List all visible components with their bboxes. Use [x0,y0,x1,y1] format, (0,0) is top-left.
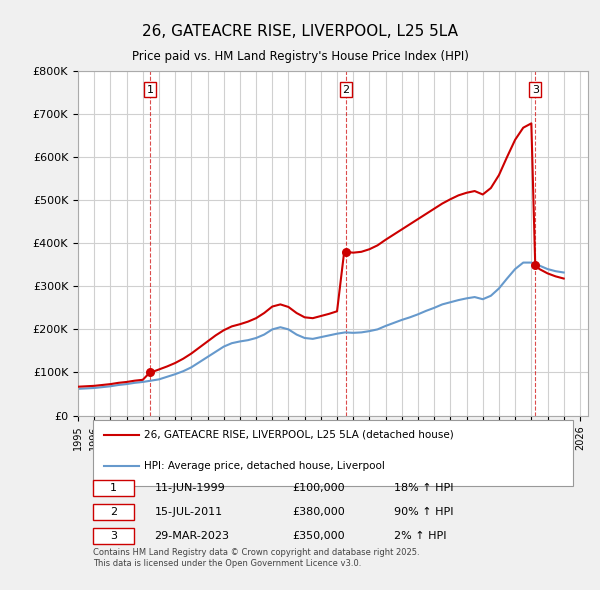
Text: 1: 1 [146,84,154,94]
Text: Price paid vs. HM Land Registry's House Price Index (HPI): Price paid vs. HM Land Registry's House … [131,50,469,63]
FancyBboxPatch shape [94,529,134,544]
Text: £380,000: £380,000 [292,507,345,517]
Point [530,260,540,270]
Point [145,368,155,377]
Text: 1: 1 [110,483,117,493]
Text: 3: 3 [532,84,539,94]
Text: 11-JUN-1999: 11-JUN-1999 [155,483,225,493]
Text: 18% ↑ HPI: 18% ↑ HPI [394,483,454,493]
FancyBboxPatch shape [94,480,134,496]
Text: 2% ↑ HPI: 2% ↑ HPI [394,531,446,541]
Point [341,247,350,257]
FancyBboxPatch shape [94,420,573,486]
Text: £100,000: £100,000 [292,483,345,493]
Text: 2: 2 [342,84,349,94]
Text: 90% ↑ HPI: 90% ↑ HPI [394,507,454,517]
Text: 3: 3 [110,531,117,541]
Text: 26, GATEACRE RISE, LIVERPOOL, L25 5LA: 26, GATEACRE RISE, LIVERPOOL, L25 5LA [142,24,458,38]
Text: £350,000: £350,000 [292,531,345,541]
FancyBboxPatch shape [94,504,134,520]
Text: 2: 2 [110,507,117,517]
Text: HPI: Average price, detached house, Liverpool: HPI: Average price, detached house, Live… [145,461,385,471]
Text: Contains HM Land Registry data © Crown copyright and database right 2025.
This d: Contains HM Land Registry data © Crown c… [94,548,420,568]
Text: 29-MAR-2023: 29-MAR-2023 [155,531,229,541]
Text: 15-JUL-2011: 15-JUL-2011 [155,507,223,517]
Text: 26, GATEACRE RISE, LIVERPOOL, L25 5LA (detached house): 26, GATEACRE RISE, LIVERPOOL, L25 5LA (d… [145,430,454,440]
